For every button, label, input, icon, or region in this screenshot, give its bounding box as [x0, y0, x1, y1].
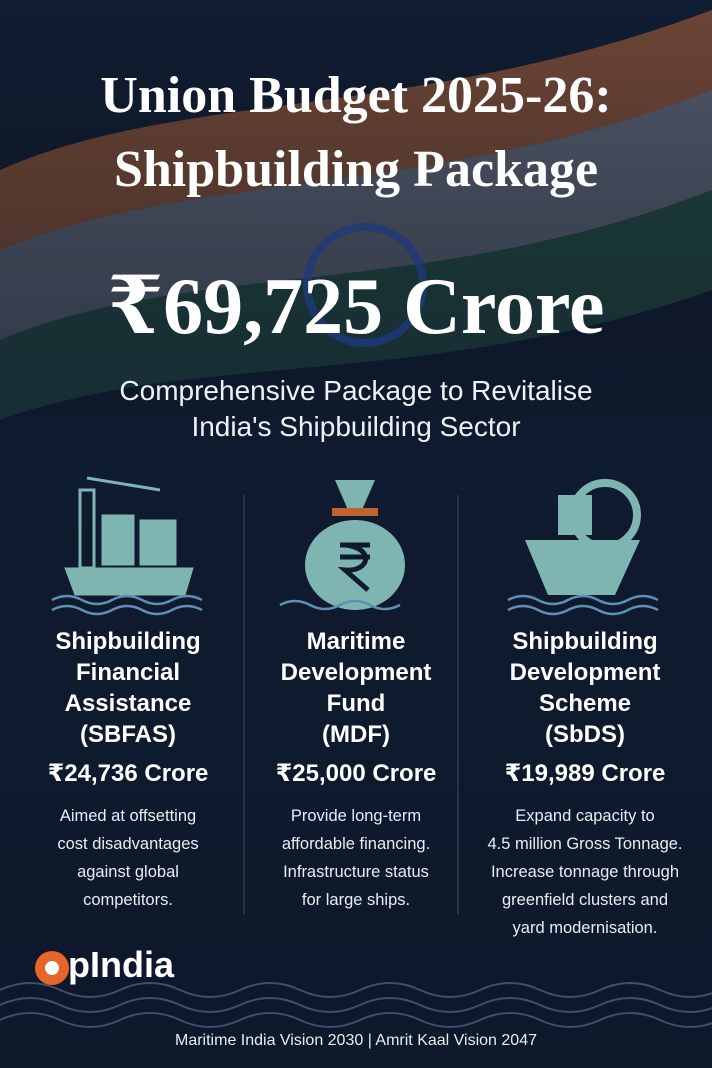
description-line: greenfield clusters and	[501, 891, 668, 909]
scheme-name-line: Scheme	[538, 690, 632, 717]
scheme-description: Provide long-term affordable financing. In…	[242, 802, 470, 914]
description-line: competitors.	[83, 891, 173, 909]
scheme-description: Aimed at offsetting cost disadvantages aga…	[14, 802, 242, 914]
footer: Maritime India Vision 2030 | Amrit Kaal …	[175, 1032, 537, 1049]
scheme-name-line: Financial	[75, 659, 181, 686]
total-amount: ₹69,725 Crore	[107, 263, 605, 351]
scheme-name-line: Development	[280, 659, 432, 686]
scheme-amount: ₹24,736 Crore	[47, 760, 209, 787]
scheme-description: Expand capacity to 4.5 million Gross Tonn…	[471, 802, 699, 942]
scheme-amount: ₹25,000 Crore	[275, 760, 437, 787]
subtitle-line: Comprehensive Package to Revitalise	[119, 375, 593, 406]
description-line: cost disadvantages	[57, 835, 199, 853]
scheme-name-line: (SBFAS)	[80, 721, 176, 748]
description-line: Provide long-term	[290, 807, 422, 825]
description-line: yard modernisation.	[512, 919, 658, 937]
title-line: Shipbuilding Package	[113, 141, 599, 198]
scheme-column: Maritime Development Fund (MDF) ₹25,000 Cror…	[242, 626, 470, 946]
scheme-name-line: Maritime	[306, 628, 406, 655]
title-line: Union Budget 2025-26:	[100, 67, 612, 124]
description-line: Increase tonnage through	[490, 863, 680, 881]
scheme-name-line: Fund	[326, 690, 386, 717]
subtitle-line: India's Shipbuilding Sector	[191, 411, 521, 442]
scheme-amount: ₹19,989 Crore	[504, 760, 666, 787]
scheme-column: Shipbuilding Financial Assistance (SBFAS) ₹2…	[14, 626, 242, 946]
description-line: affordable financing.	[281, 835, 431, 853]
description-line: 4.5 million Gross Tonnage.	[487, 835, 683, 853]
scheme-name-line: Development	[509, 659, 661, 686]
description-line: Infrastructure status	[283, 863, 429, 881]
description-line: against global	[77, 863, 179, 881]
scheme-name-line: (SbDS)	[545, 721, 625, 748]
scheme-name-line: (MDF)	[322, 721, 390, 748]
description-line: for large ships.	[301, 891, 411, 909]
description-line: Expand capacity to	[515, 807, 655, 825]
scheme-name-line: Shipbuilding	[55, 628, 201, 655]
logo-text: pIndia	[68, 944, 174, 985]
scheme-name-line: Shipbuilding	[512, 628, 658, 655]
scheme-column: Shipbuilding Development Scheme (SbDS) ₹19,9…	[471, 626, 699, 946]
scheme-name-line: Assistance	[64, 690, 192, 717]
description-line: Aimed at offsetting	[59, 807, 197, 825]
